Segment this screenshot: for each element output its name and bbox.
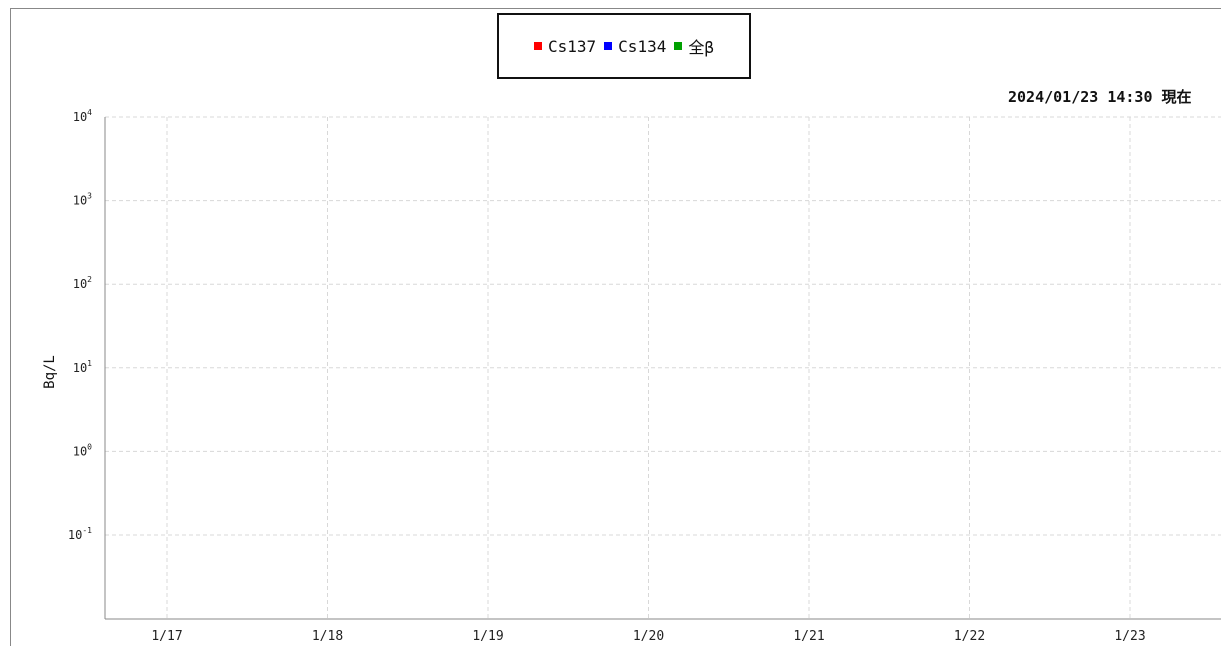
legend-swatch-cs137	[534, 42, 542, 50]
x-tick-label: 1/21	[793, 629, 824, 644]
legend: Cs137 Cs134 全β	[497, 13, 751, 79]
legend-label-cs137: Cs137	[548, 37, 596, 56]
legend-label-gross-beta: 全β	[688, 34, 714, 58]
x-tick-label: 1/22	[954, 629, 985, 644]
y-tick-label: 10-1	[68, 526, 92, 542]
y-tick-label: 103	[73, 192, 92, 208]
timestamp: 2024/01/23 14:30 現在	[1008, 86, 1221, 107]
y-tick-label: 102	[73, 275, 92, 291]
legend-item-cs137: Cs137	[534, 37, 596, 56]
legend-item-cs134: Cs134	[604, 37, 666, 56]
legend-swatch-cs134	[604, 42, 612, 50]
x-tick-label: 1/23	[1114, 629, 1145, 644]
x-tick-label: 1/19	[472, 629, 503, 644]
legend-label-cs134: Cs134	[618, 37, 666, 56]
x-tick-label: 1/20	[633, 629, 664, 644]
legend-item-gross-beta: 全β	[674, 34, 714, 58]
x-tick-label: 1/18	[312, 629, 343, 644]
y-tick-label: 101	[73, 359, 92, 375]
y-tick-label: 100	[73, 442, 92, 458]
x-tick-label: 1/17	[151, 629, 182, 644]
y-axis-label: Bq/L	[42, 355, 58, 389]
y-tick-label: 104	[73, 108, 92, 124]
legend-swatch-gross-beta	[674, 42, 682, 50]
